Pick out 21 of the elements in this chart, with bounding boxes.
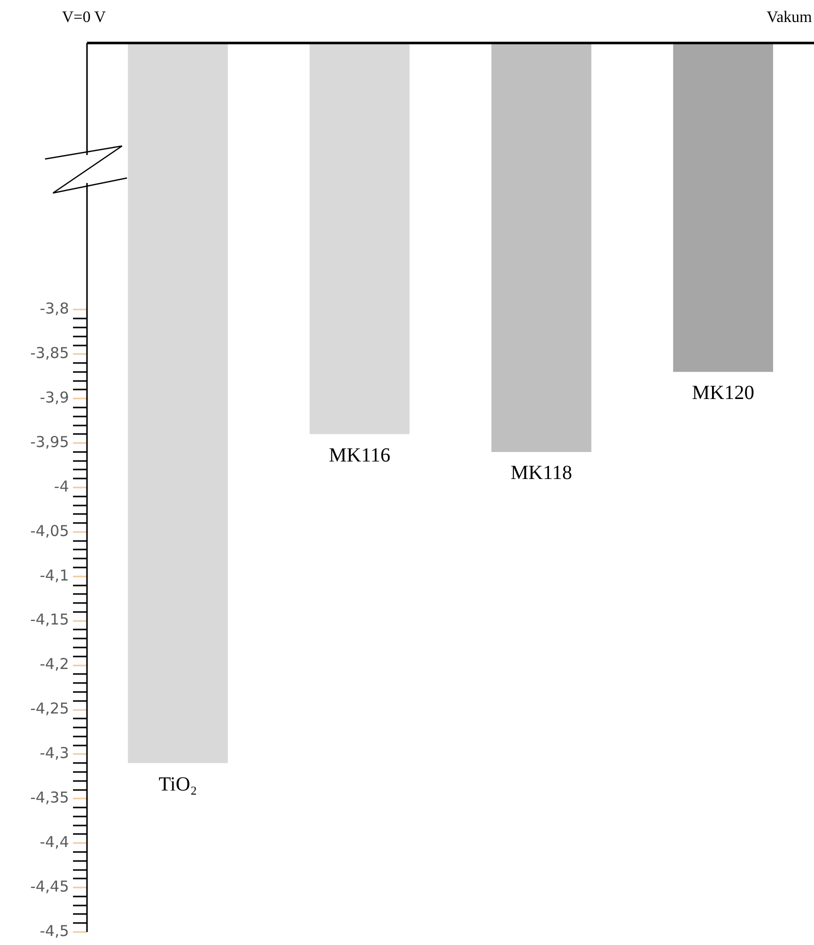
- y-tick-label: -4,3: [40, 744, 69, 762]
- x-tick-label: MK120: [692, 382, 754, 404]
- y-tick-label: -3,95: [30, 432, 69, 451]
- y-tick-label: -4,4: [40, 832, 69, 851]
- y-tick-label: -3,8: [40, 300, 69, 318]
- x-tick-label: MK116: [328, 444, 390, 466]
- text: V=0 V: [62, 9, 106, 26]
- y-tick-label: -4,35: [30, 788, 69, 807]
- x-tick-label: MK118: [510, 462, 572, 484]
- y-tick-label: -4,45: [30, 877, 69, 896]
- y-tick-label: -4,25: [30, 700, 69, 718]
- y-tick-label: -4,05: [30, 522, 69, 540]
- text: Vakum: [766, 9, 813, 26]
- y-tick-label: -3,85: [30, 344, 69, 362]
- y-tick-label: -3,9: [40, 388, 69, 406]
- y-tick-label: -4,2: [40, 655, 69, 674]
- y-tick-label: -4,15: [30, 610, 69, 629]
- y-tick-label: -4: [54, 477, 69, 496]
- y-tick-label: -4,1: [40, 566, 69, 584]
- x-tick-label: TiO₂: [158, 773, 198, 796]
- y-tick-label: -4,5: [40, 922, 69, 940]
